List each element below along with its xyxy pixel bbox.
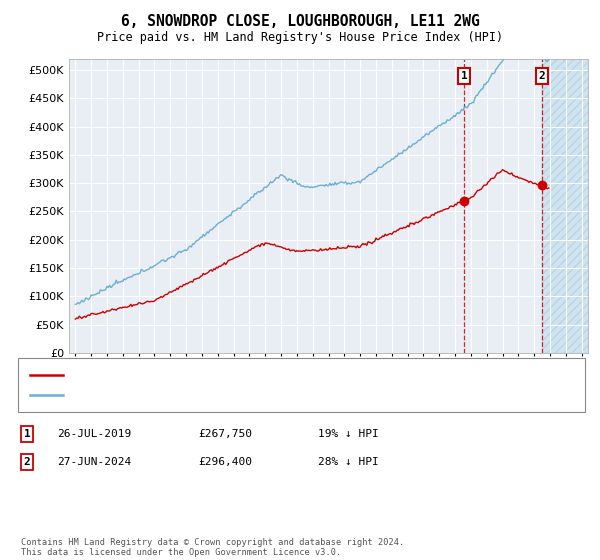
- Text: 26-JUL-2019: 26-JUL-2019: [57, 429, 131, 439]
- Text: 28% ↓ HPI: 28% ↓ HPI: [318, 457, 379, 467]
- Text: 2: 2: [23, 457, 31, 467]
- Text: 1: 1: [23, 429, 31, 439]
- Text: £296,400: £296,400: [198, 457, 252, 467]
- Text: £267,750: £267,750: [198, 429, 252, 439]
- Text: 6, SNOWDROP CLOSE, LOUGHBOROUGH, LE11 2WG: 6, SNOWDROP CLOSE, LOUGHBOROUGH, LE11 2W…: [121, 14, 479, 29]
- Text: Price paid vs. HM Land Registry's House Price Index (HPI): Price paid vs. HM Land Registry's House …: [97, 31, 503, 44]
- Text: 27-JUN-2024: 27-JUN-2024: [57, 457, 131, 467]
- Text: 19% ↓ HPI: 19% ↓ HPI: [318, 429, 379, 439]
- Bar: [542, 59, 590, 353]
- Text: 1: 1: [461, 71, 467, 81]
- Text: 6, SNOWDROP CLOSE, LOUGHBOROUGH, LE11 2WG (detached house): 6, SNOWDROP CLOSE, LOUGHBOROUGH, LE11 2W…: [69, 370, 431, 380]
- Text: 2: 2: [539, 71, 545, 81]
- Text: HPI: Average price, detached house, Charnwood: HPI: Average price, detached house, Char…: [69, 390, 350, 400]
- Text: Contains HM Land Registry data © Crown copyright and database right 2024.
This d: Contains HM Land Registry data © Crown c…: [21, 538, 404, 557]
